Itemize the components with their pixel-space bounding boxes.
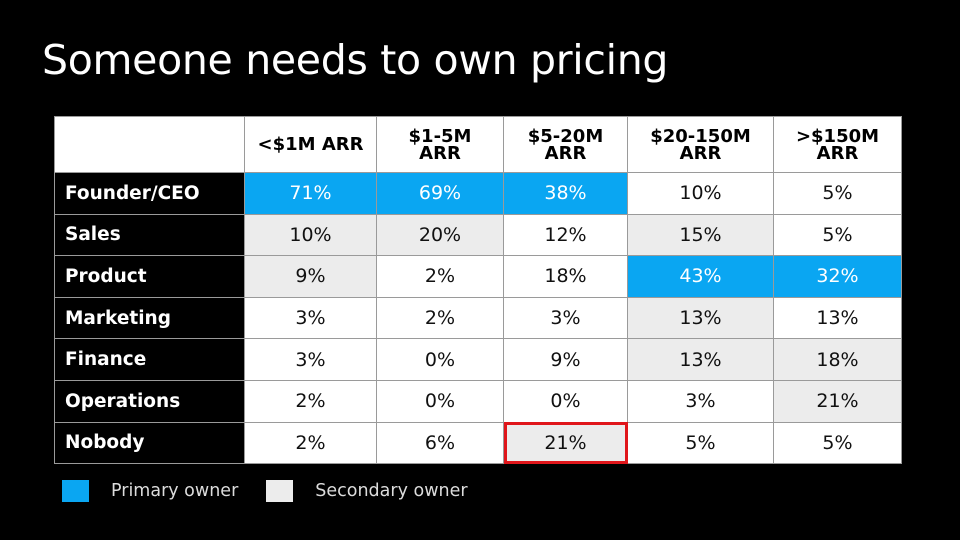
- legend-label-primary: Primary owner: [111, 481, 239, 501]
- table-cell: 0%: [376, 379, 504, 423]
- row-label: Founder/CEO: [54, 172, 245, 215]
- table-cell: 20%: [376, 213, 504, 257]
- pricing-ownership-table: <$1M ARR $1-5M ARR $5-20M ARR $20-150M A…: [54, 116, 902, 465]
- column-header: <$1M ARR: [244, 116, 377, 173]
- table-row: Founder/CEO 71% 69% 38% 10% 5%: [54, 172, 902, 215]
- table-cell: 18%: [773, 338, 902, 381]
- table-cell: 5%: [627, 421, 774, 465]
- secondary-swatch: [266, 480, 294, 502]
- column-header: $1-5M ARR: [376, 116, 504, 173]
- table-row: Nobody 2% 6% 21% 5% 5%: [54, 421, 902, 465]
- table-row: Marketing 3% 2% 3% 13% 13%: [54, 296, 902, 340]
- table-cell: 13%: [773, 296, 902, 340]
- table-cell: 2%: [376, 296, 504, 340]
- table-cell: 21%: [503, 421, 628, 465]
- row-label: Product: [54, 255, 245, 298]
- table-cell: 43%: [627, 255, 774, 298]
- table-cell: 13%: [627, 296, 774, 340]
- table-cell: 3%: [244, 296, 377, 340]
- table-cell: 3%: [627, 379, 774, 423]
- table-cell: 18%: [503, 255, 628, 298]
- table-cell: 6%: [376, 421, 504, 465]
- table-cell: 21%: [773, 379, 902, 423]
- table-cell: 0%: [376, 338, 504, 381]
- row-label: Marketing: [54, 296, 245, 340]
- table-cell: 71%: [244, 172, 377, 215]
- table-cell: 5%: [773, 421, 902, 465]
- legend-item-primary: Primary owner: [62, 480, 238, 502]
- table-cell: 10%: [627, 172, 774, 215]
- table-cell: 5%: [773, 172, 902, 215]
- table-cell: 3%: [244, 338, 377, 381]
- slide-title: Someone needs to own pricing: [42, 36, 669, 84]
- table-corner-cell: [54, 116, 245, 173]
- table-cell: 12%: [503, 213, 628, 257]
- table-cell: 9%: [244, 255, 377, 298]
- row-label: Nobody: [54, 421, 245, 465]
- table-cell: 2%: [244, 421, 377, 465]
- table-row: Sales 10% 20% 12% 15% 5%: [54, 213, 902, 257]
- table-cell: 2%: [376, 255, 504, 298]
- table-row: Product 9% 2% 18% 43% 32%: [54, 255, 902, 298]
- legend: Primary owner Secondary owner: [62, 480, 468, 502]
- table-cell: 3%: [503, 296, 628, 340]
- table-cell: 2%: [244, 379, 377, 423]
- row-label: Finance: [54, 338, 245, 381]
- primary-swatch: [62, 480, 89, 502]
- row-label: Operations: [54, 379, 245, 423]
- legend-item-secondary: Secondary owner: [266, 480, 468, 502]
- table-header-row: <$1M ARR $1-5M ARR $5-20M ARR $20-150M A…: [54, 116, 902, 173]
- table-cell: 9%: [503, 338, 628, 381]
- table-cell: 15%: [627, 213, 774, 257]
- table-row: Operations 2% 0% 0% 3% 21%: [54, 379, 902, 423]
- table-cell: 38%: [503, 172, 628, 215]
- table-cell: 32%: [773, 255, 902, 298]
- column-header: $20-150M ARR: [627, 116, 774, 173]
- column-header: >$150M ARR: [773, 116, 902, 173]
- table-cell: 13%: [627, 338, 774, 381]
- table-cell: 69%: [376, 172, 504, 215]
- table-cell: 10%: [244, 213, 377, 257]
- table-cell: 0%: [503, 379, 628, 423]
- row-label: Sales: [54, 213, 245, 257]
- legend-label-secondary: Secondary owner: [315, 481, 468, 501]
- column-header: $5-20M ARR: [503, 116, 628, 173]
- table-cell: 5%: [773, 213, 902, 257]
- table-row: Finance 3% 0% 9% 13% 18%: [54, 338, 902, 381]
